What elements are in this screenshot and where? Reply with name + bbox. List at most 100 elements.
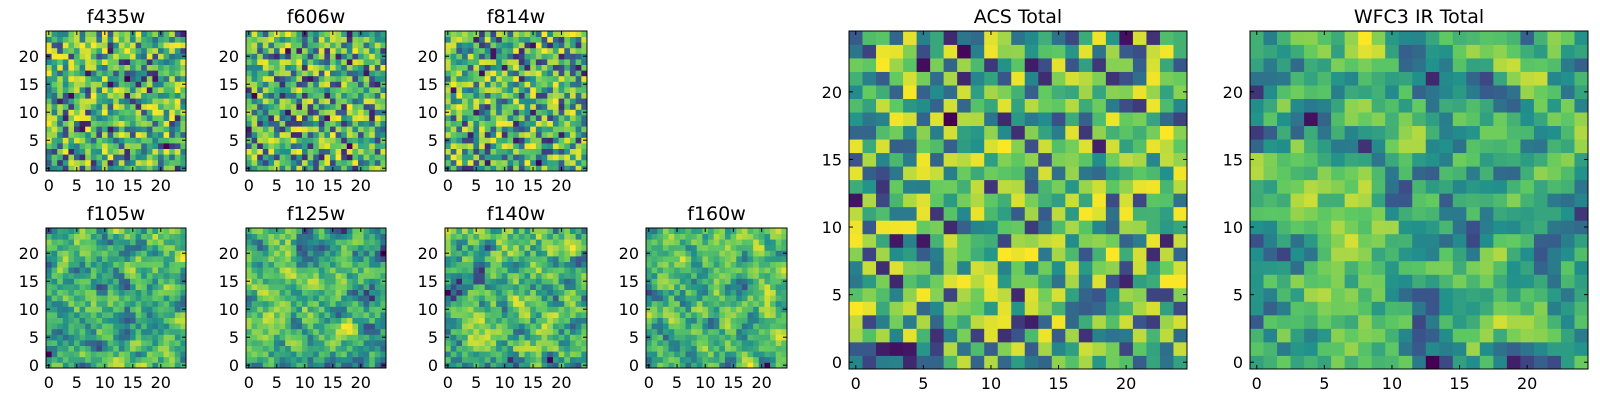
heatmap-cell xyxy=(685,334,692,341)
heatmap-cell xyxy=(307,278,314,285)
x-tick-label: 10 xyxy=(494,176,514,195)
heatmap-cell xyxy=(307,148,314,155)
heatmap-cell xyxy=(152,75,159,82)
y-tick-label: 0 xyxy=(229,356,239,375)
heatmap-cell xyxy=(279,109,286,116)
heatmap-cell xyxy=(535,70,542,77)
heatmap-cell xyxy=(74,103,80,110)
heatmap-cell xyxy=(462,103,469,110)
heatmap-cell xyxy=(518,351,525,358)
heatmap-cell xyxy=(302,98,308,105)
heatmap-cell xyxy=(68,250,75,257)
heatmap-cell xyxy=(130,272,136,279)
heatmap-cell xyxy=(903,355,917,370)
heatmap-cell xyxy=(180,256,187,262)
heatmap-cell xyxy=(524,272,531,279)
heatmap-cell xyxy=(68,59,75,65)
heatmap-cell xyxy=(79,328,86,335)
heatmap-cell xyxy=(374,295,381,302)
heatmap-cell xyxy=(496,323,503,330)
heatmap-cell xyxy=(352,64,359,71)
heatmap-cell xyxy=(1078,355,1093,370)
heatmap-cell xyxy=(741,345,748,352)
heatmap-cell xyxy=(262,250,269,257)
heatmap-cell xyxy=(358,103,364,110)
heatmap-cell xyxy=(496,47,503,54)
heatmap-cell xyxy=(158,300,164,307)
heatmap-cell xyxy=(374,250,381,257)
heatmap-cell xyxy=(518,300,525,307)
heatmap-cell xyxy=(324,165,331,172)
heatmap-cell xyxy=(445,323,452,330)
heatmap-cell xyxy=(467,120,474,127)
heatmap-cell xyxy=(141,137,148,144)
heatmap-cell xyxy=(513,228,520,234)
heatmap-cell xyxy=(758,267,765,274)
heatmap-cell xyxy=(251,92,258,99)
heatmap-cell xyxy=(456,334,463,341)
heatmap-cell xyxy=(679,278,686,285)
heatmap-cell xyxy=(74,261,80,268)
heatmap-cell xyxy=(352,239,359,246)
y-tick-label: 15 xyxy=(19,272,39,291)
heatmap-cell xyxy=(257,109,264,116)
heatmap-cell xyxy=(1159,341,1174,356)
heatmap-cell xyxy=(646,323,653,330)
heatmap-cell xyxy=(575,328,582,335)
heatmap-cell xyxy=(719,328,726,335)
heatmap-cell xyxy=(74,148,80,155)
heatmap-cell xyxy=(318,306,325,313)
heatmap-cell xyxy=(1132,274,1147,289)
heatmap-cell xyxy=(174,261,181,268)
heatmap-cell xyxy=(708,239,715,246)
heatmap-cell xyxy=(113,362,120,369)
heatmap-cell xyxy=(262,362,269,369)
heatmap-cell xyxy=(575,103,582,110)
heatmap-cell xyxy=(296,64,303,71)
heatmap-cell xyxy=(513,278,520,285)
heatmap-cell xyxy=(46,267,52,274)
heatmap-cell xyxy=(467,356,474,363)
heatmap-cell xyxy=(352,165,359,172)
heatmap-cell xyxy=(679,356,686,363)
heatmap-cell xyxy=(930,341,945,356)
heatmap-cell xyxy=(662,228,669,234)
heatmap-cell xyxy=(135,272,142,279)
x-tick-label: 15 xyxy=(323,373,343,392)
heatmap-cell xyxy=(496,328,503,335)
heatmap-cell xyxy=(547,92,554,99)
heatmap-cell xyxy=(668,334,675,341)
heatmap-cell xyxy=(279,47,286,54)
heatmap-cell xyxy=(484,239,491,246)
heatmap-cell xyxy=(462,351,469,358)
heatmap-cell xyxy=(1011,314,1026,329)
heatmap-cell xyxy=(490,356,497,363)
heatmap-cell xyxy=(146,92,153,99)
heatmap-cell xyxy=(246,70,252,77)
heatmap-cell xyxy=(380,256,387,262)
heatmap-cell xyxy=(518,317,525,324)
heatmap-cell xyxy=(113,323,120,330)
heatmap-cell xyxy=(552,340,559,346)
heatmap-cell xyxy=(124,312,131,318)
heatmap-cell xyxy=(445,143,452,149)
heatmap-cell xyxy=(113,36,120,43)
heatmap-cell xyxy=(530,267,537,274)
heatmap-cell xyxy=(575,159,582,166)
heatmap-cell xyxy=(169,53,176,60)
heatmap-cell xyxy=(74,272,80,279)
heatmap-cell xyxy=(547,356,554,363)
heatmap-cell xyxy=(484,154,491,161)
heatmap-cell xyxy=(943,301,958,316)
heatmap-cell xyxy=(496,154,503,161)
heatmap-cell xyxy=(279,244,286,251)
heatmap-cell xyxy=(141,261,148,268)
heatmap-cell xyxy=(564,64,571,71)
heatmap-cell xyxy=(118,143,125,149)
heatmap-cell xyxy=(770,244,777,251)
heatmap-cell xyxy=(307,244,314,251)
heatmap-cell xyxy=(501,92,508,99)
heatmap-cell xyxy=(313,159,320,166)
heatmap-cell xyxy=(657,351,664,358)
heatmap-cell xyxy=(507,233,514,240)
